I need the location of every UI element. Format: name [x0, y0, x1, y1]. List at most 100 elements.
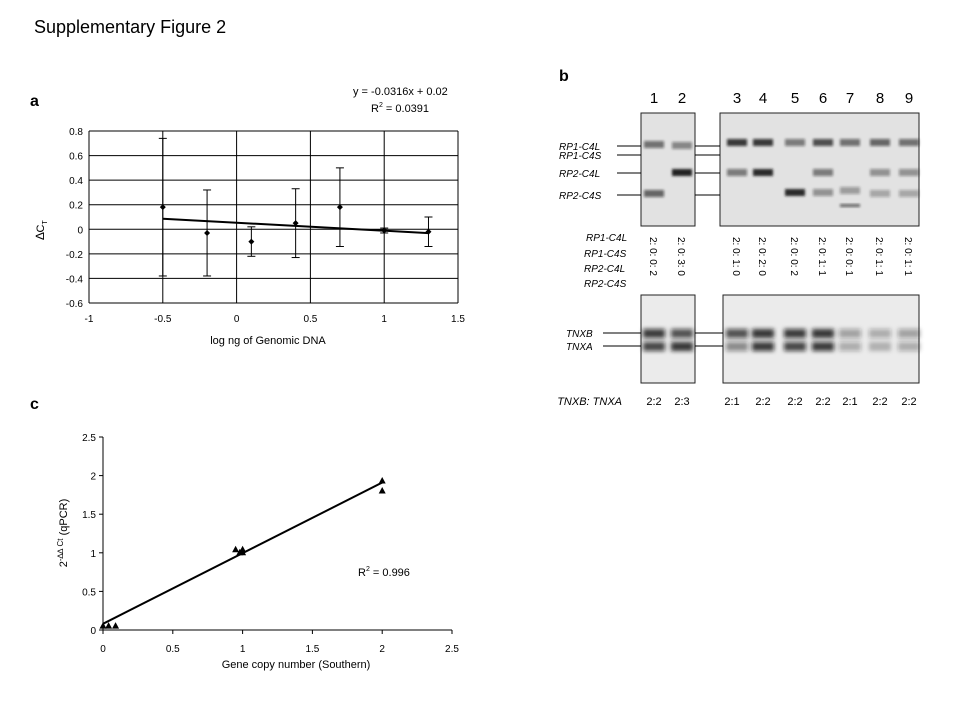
panel-a-data-point	[336, 204, 343, 211]
panel-a-r2: R2 = 0.0391	[371, 102, 429, 115]
panel-c-xtick-label: 0	[100, 644, 106, 655]
lane-number: 5	[791, 90, 799, 107]
gel-band	[727, 139, 747, 146]
gel-band	[840, 187, 860, 194]
lane-ratio: 2: 0: 0: 2	[647, 237, 658, 276]
gel-band	[726, 342, 748, 351]
gel-band	[899, 169, 919, 176]
ratio-header-label: RP1-C4S	[584, 249, 627, 260]
panel-c-xtick-label: 2.5	[445, 644, 459, 655]
panel-c-ylabel: 2-∆∆ Ct (qPCR)	[56, 499, 70, 568]
lower-gel-right	[722, 294, 920, 384]
lane-ratio: 2: 0: 1: 0	[730, 237, 741, 276]
panel-a-xtick-label: 0	[234, 314, 240, 325]
ratio-header-label: RP1-C4L	[586, 233, 627, 244]
panel-a-ytick-label: -0.4	[66, 274, 84, 285]
panel-a-data-point	[248, 238, 255, 245]
lower-band-label: TNXA	[566, 342, 593, 353]
lower-gel-left	[640, 294, 696, 384]
lane-ratio: 2: 0: 1: 1	[873, 237, 884, 276]
panel-c-chart: 2.5 2 1.5 1 0.5 0 0 0.5 1 1.5 2 2.5 R2 = 0.996 Gen…	[56, 433, 459, 671]
gel-band	[813, 169, 833, 176]
gel-band	[899, 190, 919, 197]
panel-a-ytick-label: -0.2	[66, 250, 84, 261]
gel-band	[870, 139, 890, 146]
gel-band	[812, 329, 834, 338]
tnx-ratio-label: TNXB: TNXA	[557, 396, 622, 408]
gel-band	[870, 169, 890, 176]
panel-a-data-point	[292, 220, 299, 227]
panel-c-ytick-label: 2	[90, 472, 96, 483]
gel-band	[784, 342, 806, 351]
panel-c-ytick-label: 0	[90, 626, 96, 637]
panel-c-xlabel: Gene copy number (Southern)	[222, 659, 371, 671]
panel-c-ytick-label: 1	[90, 549, 96, 560]
lane-number: 7	[846, 90, 854, 107]
gel-band	[784, 329, 806, 338]
upper-band-label: RP1-C4S	[559, 151, 602, 162]
lane-ratio: 2: 0: 3: 0	[675, 237, 686, 276]
panel-a-equation: y = -0.0316x + 0.02	[353, 86, 448, 98]
panel-a-xtick-label: 1	[381, 314, 387, 325]
lane-ratio: 2: 0: 1: 1	[816, 237, 827, 276]
panel-a-ytick-label: -0.6	[66, 299, 84, 310]
gel-band	[785, 189, 805, 196]
gel-band	[727, 169, 747, 176]
lane-ratio: 2: 0: 0: 1	[843, 237, 854, 276]
panel-c-ytick-label: 1.5	[82, 510, 96, 521]
tnx-ratio-value: 2:1	[724, 396, 739, 408]
panel-a-ylabel: ∆CT	[33, 219, 49, 239]
panel-a-xtick-label: 0.5	[303, 314, 317, 325]
panel-a-xtick-label: -0.5	[154, 314, 172, 325]
tnx-ratio-value: 2:1	[842, 396, 857, 408]
panel-a-ytick-label: 0.4	[69, 176, 83, 187]
panel-c-data-point	[378, 487, 386, 494]
gel-band	[812, 342, 834, 351]
lane-ratio: 2: 0: 1: 1	[902, 237, 913, 276]
panel-b-letter: b	[559, 68, 569, 85]
gel-band	[870, 190, 890, 197]
panel-c-ytick-label: 0.5	[82, 587, 96, 598]
gel-band	[839, 342, 861, 351]
gel-band	[643, 342, 665, 351]
tnx-ratio-value: 2:2	[755, 396, 770, 408]
gel-band	[671, 329, 693, 338]
gel-band	[869, 329, 891, 338]
gel-band	[672, 142, 692, 149]
gel-band	[785, 139, 805, 146]
gel-band	[839, 329, 861, 338]
gel-band	[813, 139, 833, 146]
tnx-ratio-value: 2:2	[787, 396, 802, 408]
gel-band	[898, 342, 920, 351]
ratio-header-label: RP2-C4L	[584, 264, 625, 275]
gel-band	[643, 329, 665, 338]
gel-band	[672, 169, 692, 176]
gel-band	[899, 139, 919, 146]
panel-c-data-point	[99, 622, 107, 629]
panel-c-data-point	[232, 545, 240, 553]
tnx-ratio-value: 2:2	[646, 396, 661, 408]
panel-c-data-point	[239, 548, 247, 556]
panel-a-xtick-label: 1.5	[451, 314, 465, 325]
gel-band	[869, 342, 891, 351]
panel-a-trendline	[162, 217, 429, 235]
lane-number: 6	[819, 90, 827, 107]
gel-band	[726, 329, 748, 338]
panel-c-data-point	[378, 477, 386, 484]
panel-a-ytick-label: 0.6	[69, 152, 83, 163]
panel-c-xtick-label: 1.5	[305, 644, 319, 655]
panel-c-xtick-label: 1	[240, 644, 246, 655]
gel-band	[752, 342, 774, 351]
panel-c-xtick-label: 0.5	[166, 644, 180, 655]
gel-band	[644, 190, 664, 197]
gel-band	[753, 169, 773, 176]
tnx-ratio-value: 2:2	[815, 396, 830, 408]
figure-title: Supplementary Figure 2	[34, 17, 227, 37]
gel-band	[753, 139, 773, 146]
upper-band-label: RP2-C4S	[559, 191, 602, 202]
panel-c-data-point	[112, 622, 120, 629]
panel-a-ytick-label: 0	[77, 225, 83, 236]
panel-c-r2: R2 = 0.996	[358, 566, 410, 579]
lower-band-label: TNXB	[566, 329, 593, 340]
